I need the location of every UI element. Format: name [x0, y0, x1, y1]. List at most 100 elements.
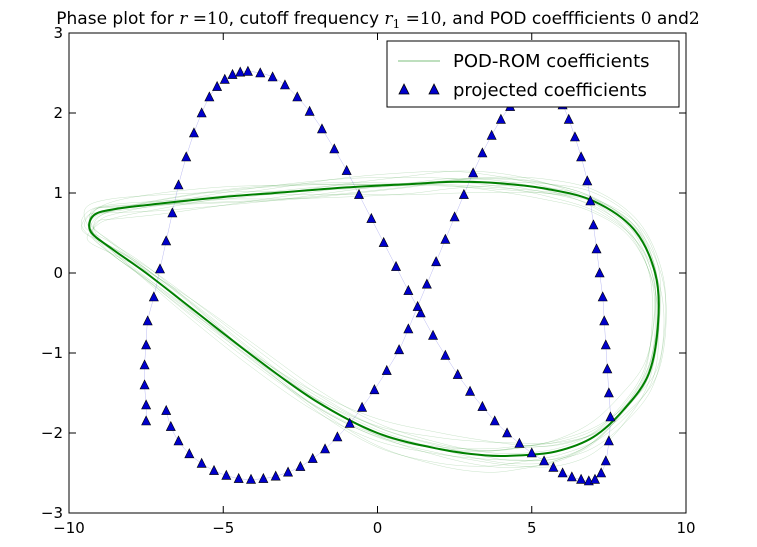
projected-point: [242, 65, 253, 76]
rom-ensemble-line: [92, 177, 653, 468]
projected-point: [403, 284, 414, 295]
rom-ensemble-line: [86, 183, 656, 454]
rom-ensemble-line: [88, 181, 660, 468]
projected-point: [354, 188, 364, 199]
projected-point: [279, 79, 290, 90]
projected-point: [369, 384, 380, 395]
y-tick-label: −3: [41, 504, 63, 522]
projected-point: [539, 455, 550, 466]
projected-point: [292, 91, 303, 102]
projected-point: [141, 399, 152, 410]
projected-point: [563, 113, 574, 124]
projected-point: [477, 147, 488, 158]
projected-point: [465, 385, 476, 396]
projected-point: [161, 235, 172, 246]
projected-point: [602, 363, 613, 374]
y-tick-label: 1: [53, 184, 63, 202]
projected-point: [412, 300, 423, 311]
projected-point: [344, 417, 355, 428]
projected-point: [590, 473, 600, 484]
projected-point: [246, 473, 257, 484]
projected-point: [428, 329, 439, 340]
rom-ensemble-line: [93, 192, 656, 447]
projected-point: [600, 455, 611, 466]
projected-point: [394, 344, 405, 355]
projected-point: [576, 151, 587, 162]
y-tick-label: −2: [41, 424, 63, 442]
projected-point: [233, 472, 244, 483]
projected-point: [458, 188, 469, 199]
projected-point: [495, 113, 506, 124]
projected-point: [165, 420, 176, 431]
y-tick-label: 3: [53, 24, 63, 42]
projected-point: [155, 263, 165, 274]
rom-main-line: [88, 180, 660, 458]
rom-ensemble-line: [87, 170, 661, 473]
projected-point: [173, 435, 184, 446]
projected-point: [594, 267, 605, 278]
rom-ensemble-line: [81, 185, 667, 444]
projected-point: [366, 212, 377, 223]
projected-point: [477, 400, 488, 411]
legend-projected-label: projected coefficients: [453, 80, 647, 101]
projected-point: [270, 470, 281, 481]
projected-point: [258, 472, 269, 483]
projected-point: [415, 307, 426, 318]
projected-point: [548, 461, 559, 472]
projected-point: [557, 467, 568, 478]
projected-point: [196, 457, 207, 468]
projected-point: [449, 211, 460, 222]
projected-point: [403, 323, 414, 334]
projected-point: [209, 464, 219, 475]
projected-point: [316, 123, 327, 134]
projected-point: [307, 452, 318, 463]
projected-point: [204, 91, 215, 102]
projected-point: [148, 291, 159, 302]
projected-point: [283, 466, 294, 477]
projected-point: [357, 401, 368, 412]
projected-point: [167, 207, 178, 218]
projected-point: [221, 469, 232, 480]
rom-ensemble-line: [89, 183, 659, 462]
projected-point: [603, 387, 614, 398]
projected-point: [188, 127, 199, 138]
y-tick-label: 0: [53, 264, 63, 282]
projected-point: [502, 427, 513, 438]
projected-point: [255, 67, 266, 78]
rom-ensemble-line: [81, 178, 665, 452]
projected-point: [431, 256, 442, 267]
rom-ensemble-line: [83, 176, 667, 461]
rom-ensemble-line: [89, 177, 658, 451]
projected-point: [184, 448, 195, 459]
projected-point: [421, 278, 432, 289]
projected-point: [526, 447, 537, 458]
chart-title: Phase plot for r =10, cutoff frequency r…: [56, 9, 699, 31]
y-tick-label: 2: [53, 104, 63, 122]
projected-point: [566, 471, 577, 482]
projected-point: [468, 167, 479, 178]
y-tick-label: −1: [41, 344, 63, 362]
rom-ensemble-line: [89, 178, 661, 450]
projected-point: [603, 435, 614, 446]
projected-point: [576, 473, 587, 484]
projected-point: [600, 339, 611, 350]
legend-projected-marker: [398, 83, 410, 95]
rom-ensemble-lines: [81, 170, 667, 473]
projected-point: [141, 415, 152, 426]
projected-point: [181, 151, 192, 162]
legend-box: [386, 40, 680, 108]
projected-point: [267, 71, 278, 82]
x-tick-label: 5: [527, 519, 537, 537]
projected-point: [569, 131, 580, 142]
projected-point: [141, 339, 152, 350]
projected-coefficients-line: [144, 71, 611, 482]
projected-point: [391, 260, 401, 271]
projected-point: [588, 219, 599, 230]
projected-point: [341, 164, 352, 175]
projected-point: [235, 66, 246, 77]
projected-point: [173, 179, 184, 190]
projected-point: [585, 195, 596, 206]
projected-point: [320, 443, 331, 454]
